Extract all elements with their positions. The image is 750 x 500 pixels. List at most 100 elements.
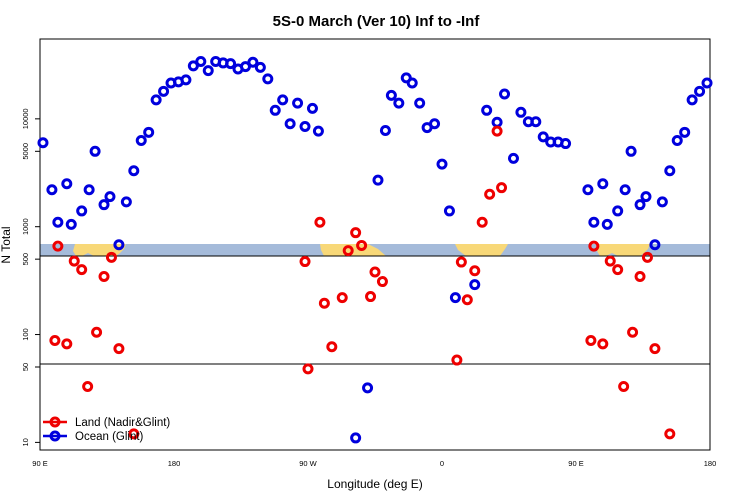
land-point (98, 271, 110, 283)
ocean-point (120, 196, 132, 208)
y-axis-label: N Total (0, 226, 13, 263)
legend: Land (Nadir&Glint) Ocean (Glint) (43, 416, 170, 443)
ocean-point (612, 205, 624, 217)
land-point (484, 188, 496, 200)
map-land-australia-repeat (597, 244, 650, 256)
ocean-point (679, 126, 691, 138)
land-point (597, 338, 609, 350)
ocean-point (379, 124, 391, 136)
x-tick-label: 180 (704, 459, 717, 468)
x-tick-label: 90 W (299, 459, 317, 468)
map-land-africa (455, 244, 508, 256)
y-tick-label: 1000 (21, 218, 30, 235)
land-point (76, 264, 88, 276)
ocean-point (481, 104, 493, 116)
ocean-point (254, 61, 266, 73)
land-point (326, 341, 338, 353)
ocean-point (393, 97, 405, 109)
land-point (369, 266, 381, 278)
ocean-point (135, 134, 147, 146)
ocean-point (597, 178, 609, 190)
ocean-point (499, 88, 511, 100)
land-point (365, 291, 377, 303)
ocean-point (37, 137, 49, 149)
ocean-point (65, 218, 77, 230)
ocean-point (686, 94, 698, 106)
land-point (52, 240, 64, 252)
land-point (634, 271, 646, 283)
ocean-point (701, 77, 713, 89)
land-point (455, 256, 467, 268)
ocean-point (202, 65, 214, 77)
legend-ocean-label: Ocean (Glint) (75, 431, 144, 443)
ocean-point (247, 56, 259, 68)
land-point (299, 256, 311, 268)
land-series (49, 125, 676, 440)
ocean-point (406, 77, 418, 89)
ocean-point (656, 196, 668, 208)
ocean-point (443, 205, 455, 217)
ocean-point (76, 205, 88, 217)
ocean-point (61, 178, 73, 190)
land-point (318, 297, 330, 309)
x-axis: 90 E 180 90 W 0 90 E 180 (32, 459, 716, 468)
land-point (61, 338, 73, 350)
ocean-point (385, 89, 397, 101)
land-point (128, 428, 140, 440)
map-strip (40, 244, 710, 256)
land-point (461, 294, 473, 306)
x-tick-label: 90 E (568, 459, 583, 468)
ocean-point (601, 218, 613, 230)
land-point (588, 240, 600, 252)
ocean-point (449, 292, 461, 304)
ocean-point (400, 72, 412, 84)
ocean-point (362, 382, 374, 394)
ocean-point (414, 97, 426, 109)
land-point (649, 343, 661, 355)
ocean-point (158, 85, 170, 97)
land-point (68, 255, 80, 267)
y-tick-label: 5000 (21, 143, 30, 160)
ocean-point (269, 104, 281, 116)
y-tick-label: 50 (21, 363, 30, 371)
land-point (356, 239, 368, 251)
ocean-point (128, 165, 140, 177)
ocean-point (429, 118, 441, 130)
ocean-point (104, 191, 116, 203)
y-tick-label: 100 (21, 328, 30, 341)
legend-land-marker (49, 416, 61, 428)
ocean-point (306, 102, 318, 114)
x-tick-label: 0 (440, 459, 444, 468)
ocean-point (299, 120, 311, 132)
ocean-point (180, 74, 192, 86)
y-tick-label: 10 (21, 438, 30, 446)
ocean-point (195, 56, 207, 68)
land-point (664, 428, 676, 440)
ocean-point (515, 106, 527, 118)
land-point (105, 251, 117, 263)
ocean-point (46, 184, 58, 196)
ocean-point (634, 199, 646, 211)
land-point (469, 265, 481, 277)
ocean-point (694, 85, 706, 97)
ocean-point (671, 134, 683, 146)
x-tick-label: 90 E (32, 459, 47, 468)
land-point (604, 255, 616, 267)
ocean-point (664, 165, 676, 177)
ocean-point (649, 239, 661, 251)
ocean-point (588, 216, 600, 228)
ocean-point (98, 199, 110, 211)
ocean-point (350, 432, 362, 444)
ocean-point (52, 216, 64, 228)
land-point (612, 264, 624, 276)
ocean-point (436, 158, 448, 170)
ocean-point (625, 145, 637, 157)
ocean-point (530, 116, 542, 128)
ocean-point (560, 138, 572, 150)
chart-title: 5S-0 March (Ver 10) Inf to -Inf (273, 13, 481, 30)
ocean-point (292, 97, 304, 109)
land-point (336, 292, 348, 304)
ocean-point (469, 279, 481, 291)
legend-ocean-marker (49, 430, 61, 442)
